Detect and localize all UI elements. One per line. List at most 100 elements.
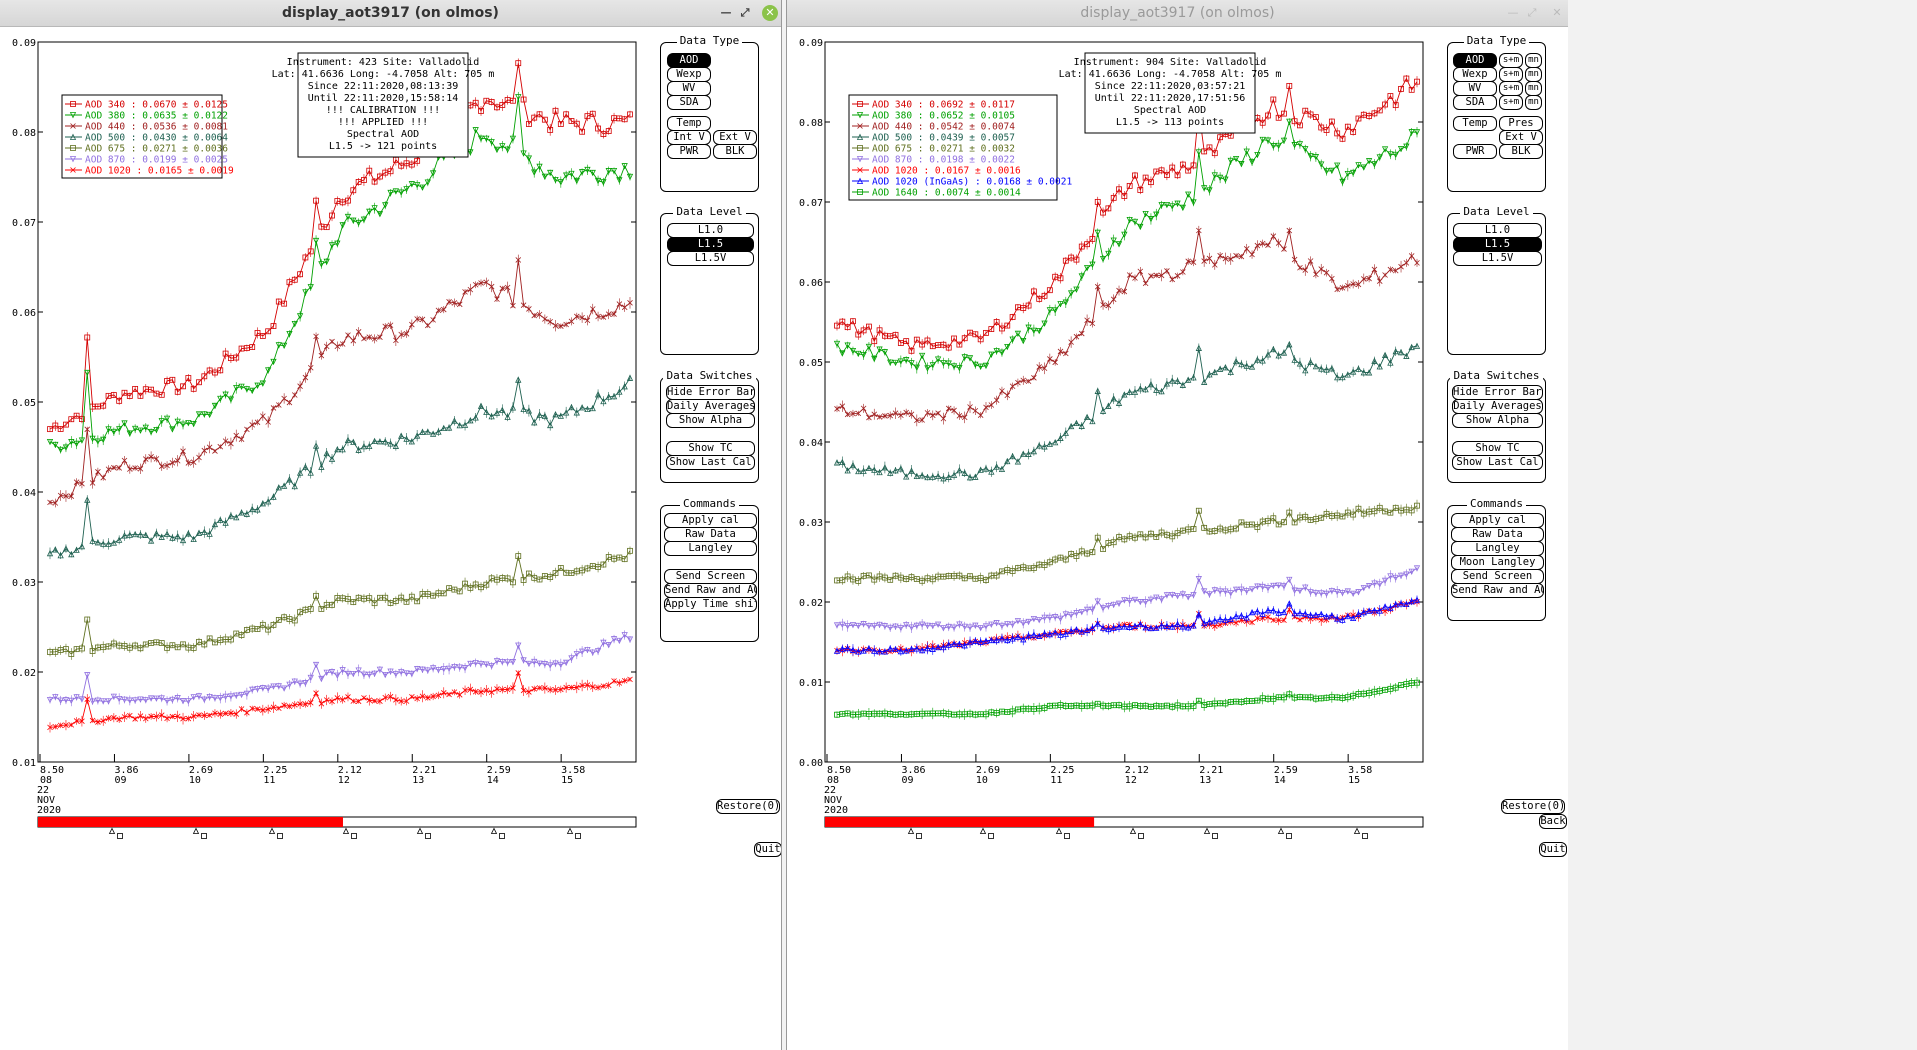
wexp-button[interactable]: Wexp (667, 67, 711, 82)
close-icon[interactable]: ✕ (762, 5, 778, 21)
apply-time-shift-button[interactable]: Apply Time shift (664, 597, 757, 612)
data-point (844, 411, 851, 418)
data-point (1414, 260, 1420, 266)
send-raw-and-aod-button[interactable]: Send Raw and AOD (664, 583, 757, 598)
aod-sm-button[interactable]: s+m (1499, 53, 1523, 68)
raw-data-button[interactable]: Raw Data (664, 527, 757, 542)
data-point (1131, 622, 1139, 629)
langley-button[interactable]: Langley (664, 541, 757, 556)
sda-mn-button[interactable]: mn (1525, 95, 1542, 110)
wv-sm-button[interactable]: s+m (1499, 81, 1523, 96)
data-point (1105, 602, 1112, 610)
data-point (1137, 268, 1144, 275)
data-point (1169, 164, 1176, 171)
data-point (297, 271, 303, 278)
sda-button[interactable]: SDA (1453, 95, 1497, 110)
data-point (275, 683, 282, 690)
aod-mn-button[interactable]: mn (1525, 53, 1542, 68)
send-raw-and-aod-button[interactable]: Send Raw and AOD (1451, 583, 1544, 598)
send-screen-button[interactable]: Send Screen (1451, 569, 1544, 584)
restore-button[interactable]: Restore(0) (1501, 799, 1566, 814)
right-titlebar[interactable]: display_aot3917 (on olmos) — ⤢ ✕ (787, 0, 1568, 27)
l1-5-button[interactable]: L1.5 (667, 237, 754, 252)
moon-langley-button[interactable]: Moon Langley (1451, 555, 1544, 570)
data-point (1270, 233, 1277, 239)
pwr-button[interactable]: PWR (667, 144, 711, 159)
show-tc-button[interactable]: Show TC (666, 441, 755, 456)
quit-button[interactable]: Quit (754, 842, 781, 857)
sda-button[interactable]: SDA (667, 95, 711, 110)
daily-averages-button[interactable]: Daily Averages (666, 399, 755, 414)
data-point (967, 404, 973, 410)
data-point (1062, 556, 1069, 563)
temp-button[interactable]: Temp (1453, 116, 1497, 131)
data-point (940, 475, 947, 482)
data-point (1249, 251, 1255, 258)
show-alpha-button[interactable]: Show Alpha (666, 413, 755, 428)
apply-cal-button[interactable]: Apply cal (664, 513, 757, 528)
data-point (998, 465, 1006, 473)
back-button[interactable]: Back (1539, 814, 1567, 829)
temp-button[interactable]: Temp (667, 116, 711, 131)
raw-data-button[interactable]: Raw Data (1451, 527, 1544, 542)
show-last-cal-button[interactable]: Show Last Cal (1452, 455, 1543, 470)
langley-button[interactable]: Langley (1451, 541, 1544, 556)
minimize-icon[interactable]: — (720, 6, 732, 19)
send-screen-button[interactable]: Send Screen (664, 569, 757, 584)
data-point (100, 698, 107, 705)
data-point (1259, 610, 1266, 617)
wv-mn-button[interactable]: mn (1525, 81, 1542, 96)
show-tc-button[interactable]: Show TC (1452, 441, 1543, 456)
data-point (376, 438, 384, 445)
data-point (918, 621, 926, 628)
maximize-icon[interactable]: ⤢ (1527, 6, 1537, 19)
sda-sm-button[interactable]: s+m (1499, 95, 1523, 110)
hide-error-bars-button[interactable]: Hide Error Bars (1452, 385, 1543, 400)
l1-5v-button[interactable]: L1.5V (1453, 251, 1542, 266)
wexp-button[interactable]: Wexp (1453, 67, 1497, 82)
pwr-button[interactable]: PWR (1453, 144, 1497, 159)
daily-averages-button[interactable]: Daily Averages (1452, 399, 1543, 414)
l1-5v-button[interactable]: L1.5V (667, 251, 754, 266)
ext-v-button[interactable]: Ext V (1499, 130, 1543, 145)
apply-cal-button[interactable]: Apply cal (1451, 513, 1544, 528)
data-point (510, 579, 516, 586)
aod-button[interactable]: AOD (667, 53, 711, 68)
pres-button[interactable]: Pres (1499, 116, 1543, 131)
left-titlebar[interactable]: display_aot3917 (on olmos) — ⤢ ✕ (0, 0, 781, 27)
maximize-icon[interactable]: ⤢ (740, 6, 750, 19)
data-point (185, 715, 192, 722)
data-point (158, 695, 165, 702)
data-point (1057, 631, 1064, 638)
x-tick-label: 14 (1274, 775, 1286, 786)
restore-button[interactable]: Restore(0) (716, 799, 781, 814)
wexp-sm-button[interactable]: s+m (1499, 67, 1523, 82)
hide-error-bars-button[interactable]: Hide Error Bars (666, 385, 755, 400)
l1-5-button[interactable]: L1.5 (1453, 237, 1542, 252)
close-icon[interactable]: ✕ (1552, 6, 1562, 19)
data-point (589, 649, 596, 656)
data-point (1387, 509, 1394, 516)
wv-button[interactable]: WV (667, 81, 711, 96)
data-point (1297, 616, 1303, 623)
wexp-mn-button[interactable]: mn (1525, 67, 1542, 82)
int-v-button[interactable]: Int V (667, 130, 711, 145)
data-point (302, 701, 309, 707)
blk-button[interactable]: BLK (1499, 144, 1543, 159)
data-point (1403, 260, 1410, 266)
ext-v-button[interactable]: Ext V (713, 130, 757, 145)
show-last-cal-button[interactable]: Show Last Cal (666, 455, 755, 470)
quit-button[interactable]: Quit (1539, 842, 1567, 857)
data-point (568, 684, 575, 691)
show-alpha-button[interactable]: Show Alpha (1452, 413, 1543, 428)
l1-0-button[interactable]: L1.0 (1453, 223, 1542, 238)
data-point (116, 716, 122, 723)
data-point (526, 689, 532, 695)
blk-button[interactable]: BLK (713, 144, 757, 159)
aod-button[interactable]: AOD (1453, 53, 1497, 68)
minimize-icon[interactable]: — (1507, 6, 1519, 19)
l1-0-button[interactable]: L1.0 (667, 223, 754, 238)
data-point (445, 424, 453, 431)
data-point (1004, 457, 1011, 465)
wv-button[interactable]: WV (1453, 81, 1497, 96)
